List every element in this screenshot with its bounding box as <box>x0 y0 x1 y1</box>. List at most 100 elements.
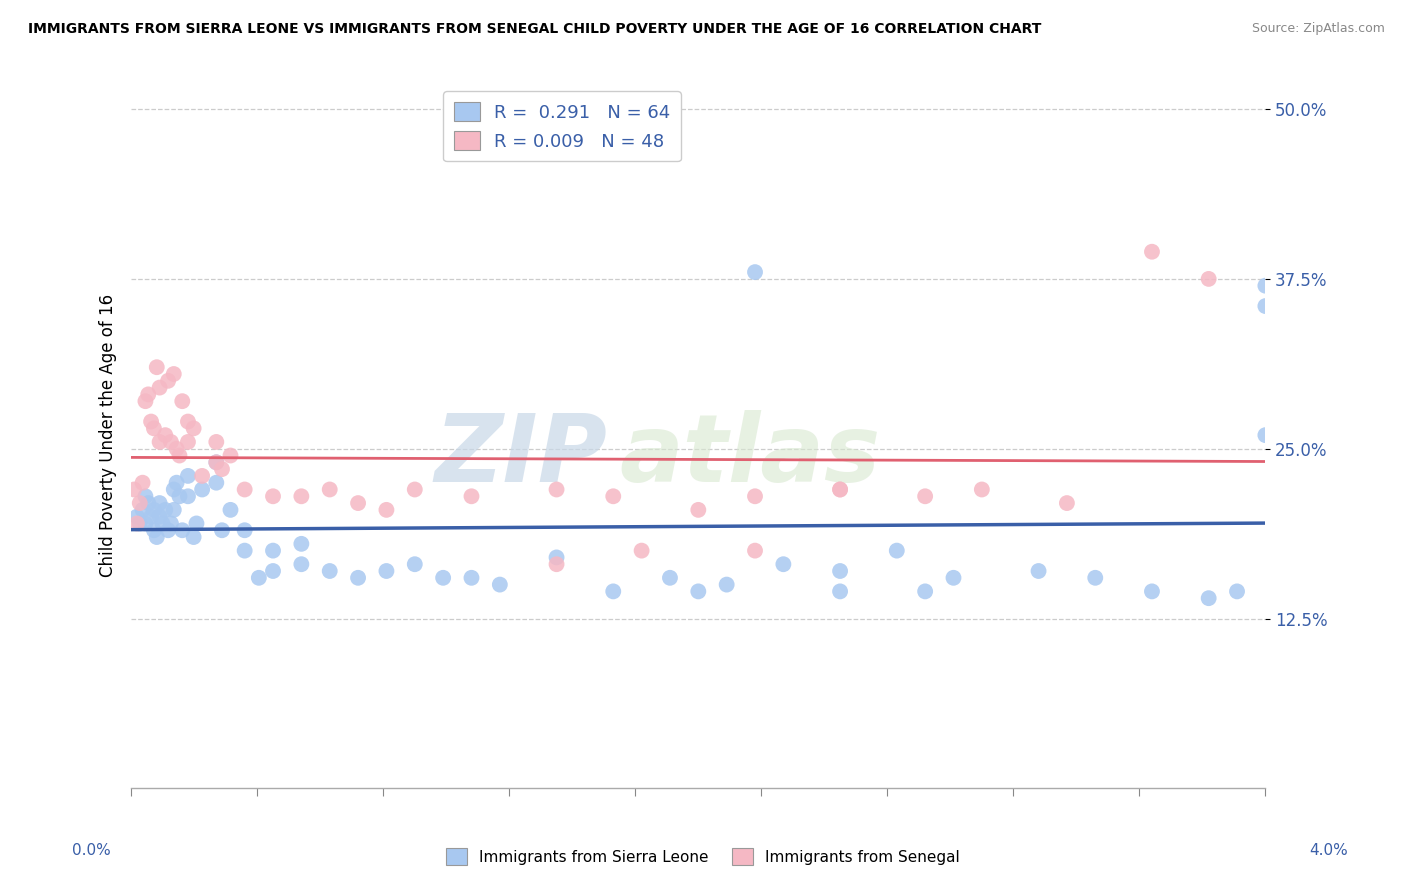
Point <box>219 503 242 517</box>
Text: ZIP: ZIP <box>434 410 607 502</box>
Point <box>149 434 172 449</box>
Point <box>155 428 177 442</box>
Point <box>134 489 156 503</box>
Point <box>160 516 183 531</box>
Point <box>546 483 568 497</box>
Point <box>172 394 194 409</box>
Point <box>319 564 342 578</box>
Point <box>163 483 186 497</box>
Point <box>139 415 162 429</box>
Point <box>828 483 851 497</box>
Text: 4.0%: 4.0% <box>1309 843 1348 858</box>
Point <box>347 496 370 510</box>
Point <box>1198 591 1220 606</box>
Point <box>191 483 214 497</box>
Point <box>169 489 191 503</box>
Point <box>125 509 148 524</box>
Point <box>142 523 165 537</box>
Point <box>262 564 284 578</box>
Point <box>131 475 153 490</box>
Point <box>404 558 426 572</box>
Point <box>262 489 284 503</box>
Y-axis label: Child Poverty Under the Age of 16: Child Poverty Under the Age of 16 <box>100 293 117 577</box>
Legend: Immigrants from Sierra Leone, Immigrants from Senegal: Immigrants from Sierra Leone, Immigrants… <box>440 842 966 871</box>
Point <box>1226 584 1249 599</box>
Point <box>1140 584 1163 599</box>
Point <box>136 387 159 401</box>
Point <box>128 496 150 510</box>
Point <box>659 571 682 585</box>
Point <box>914 584 936 599</box>
Point <box>602 489 624 503</box>
Point <box>186 516 208 531</box>
Point <box>149 496 172 510</box>
Point <box>160 434 183 449</box>
Text: IMMIGRANTS FROM SIERRA LEONE VS IMMIGRANTS FROM SENEGAL CHILD POVERTY UNDER THE : IMMIGRANTS FROM SIERRA LEONE VS IMMIGRAN… <box>28 22 1042 37</box>
Point <box>1254 428 1277 442</box>
Point <box>172 523 194 537</box>
Point <box>630 543 652 558</box>
Point <box>134 516 156 531</box>
Point <box>145 360 167 375</box>
Point <box>744 543 766 558</box>
Point <box>1254 278 1277 293</box>
Point <box>688 584 710 599</box>
Point <box>166 475 188 490</box>
Point <box>1028 564 1050 578</box>
Point <box>247 571 270 585</box>
Point <box>1056 496 1078 510</box>
Point <box>489 577 512 591</box>
Point <box>970 483 993 497</box>
Point <box>262 543 284 558</box>
Point <box>211 462 233 476</box>
Point <box>233 543 256 558</box>
Point <box>546 550 568 565</box>
Point <box>177 469 200 483</box>
Point <box>828 584 851 599</box>
Point <box>142 503 165 517</box>
Point <box>290 537 312 551</box>
Point <box>157 523 180 537</box>
Point <box>290 558 312 572</box>
Point <box>205 455 228 469</box>
Point <box>1140 244 1163 259</box>
Point <box>744 489 766 503</box>
Point <box>163 367 186 381</box>
Point <box>131 503 153 517</box>
Point <box>546 558 568 572</box>
Point <box>157 374 180 388</box>
Point <box>125 516 148 531</box>
Point <box>914 489 936 503</box>
Legend: R =  0.291   N = 64, R = 0.009   N = 48: R = 0.291 N = 64, R = 0.009 N = 48 <box>443 91 681 161</box>
Point <box>404 483 426 497</box>
Point <box>205 475 228 490</box>
Point <box>166 442 188 456</box>
Point <box>169 449 191 463</box>
Point <box>828 483 851 497</box>
Point <box>1254 299 1277 313</box>
Point <box>1084 571 1107 585</box>
Point <box>163 503 186 517</box>
Point <box>375 503 398 517</box>
Point <box>219 449 242 463</box>
Point <box>1198 272 1220 286</box>
Point <box>211 523 233 537</box>
Text: Source: ZipAtlas.com: Source: ZipAtlas.com <box>1251 22 1385 36</box>
Point <box>772 558 794 572</box>
Point <box>744 265 766 279</box>
Point <box>716 577 738 591</box>
Point <box>142 421 165 435</box>
Text: 0.0%: 0.0% <box>72 843 111 858</box>
Point <box>205 455 228 469</box>
Point <box>177 489 200 503</box>
Point <box>149 509 172 524</box>
Point <box>177 415 200 429</box>
Point <box>205 434 228 449</box>
Point <box>290 489 312 503</box>
Point <box>149 381 172 395</box>
Point <box>152 516 174 531</box>
Point <box>136 496 159 510</box>
Point <box>177 434 200 449</box>
Point <box>942 571 965 585</box>
Point <box>432 571 454 585</box>
